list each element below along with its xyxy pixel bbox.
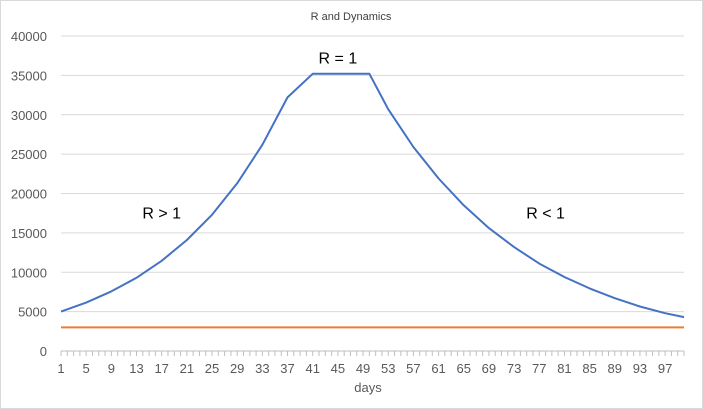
y-tick-label: 10000 (11, 265, 47, 280)
x-tick-label: 57 (406, 361, 420, 376)
x-tick-label: 73 (507, 361, 521, 376)
x-tick-label: 49 (356, 361, 370, 376)
x-tick-label: 5 (83, 361, 90, 376)
x-tick-label: 77 (532, 361, 546, 376)
y-tick-label: 0 (40, 344, 47, 359)
x-tick-label: 93 (633, 361, 647, 376)
annotation-label: R < 1 (526, 206, 565, 223)
annotation-label: R > 1 (142, 206, 181, 223)
y-tick-label: 5000 (18, 305, 47, 320)
x-axis-label: days (354, 380, 382, 395)
x-tick-label: 21 (180, 361, 194, 376)
x-tick-label: 17 (154, 361, 168, 376)
y-tick-label: 35000 (11, 68, 47, 83)
x-tick-label: 29 (230, 361, 244, 376)
gridlines (61, 35, 684, 313)
x-tick-label: 53 (381, 361, 395, 376)
x-tick-label: 25 (205, 361, 219, 376)
x-tick-label: 85 (582, 361, 596, 376)
x-tick-label: 1 (57, 361, 64, 376)
x-tick-label: 33 (255, 361, 269, 376)
x-tick-label: 61 (431, 361, 445, 376)
x-tick-label: 69 (482, 361, 496, 376)
x-tick-label: 65 (457, 361, 471, 376)
y-tick-label: 20000 (11, 187, 47, 202)
x-tick-label: 81 (557, 361, 571, 376)
annotation-label: R = 1 (319, 51, 358, 68)
series-group (60, 72, 685, 329)
chart-title: R and Dynamics (311, 11, 392, 23)
x-tick-label: 9 (108, 361, 115, 376)
y-tick-label: 30000 (11, 108, 47, 123)
y-axis: 0 5000 10000 15000 20000 25000 30000 35000 40000 (11, 29, 47, 359)
x-tick-label: 13 (129, 361, 143, 376)
x-tick-label: 37 (280, 361, 294, 376)
x-axis: 1 5 9 13 17 21 25 29 33 37 41 45 49 53 57 61 65 69 73 77 81 8… (57, 350, 685, 376)
x-tick-label: 89 (608, 361, 622, 376)
y-tick-label: 25000 (11, 147, 47, 162)
y-tick-label: 15000 (11, 226, 47, 241)
series-line-1 (60, 72, 685, 319)
annotations: R > 1 R = 1 R < 1 (142, 51, 565, 223)
y-tick-label: 40000 (11, 29, 47, 44)
x-tick-label: 97 (658, 361, 672, 376)
x-tick-label: 45 (331, 361, 345, 376)
x-tick-label: 41 (305, 361, 319, 376)
